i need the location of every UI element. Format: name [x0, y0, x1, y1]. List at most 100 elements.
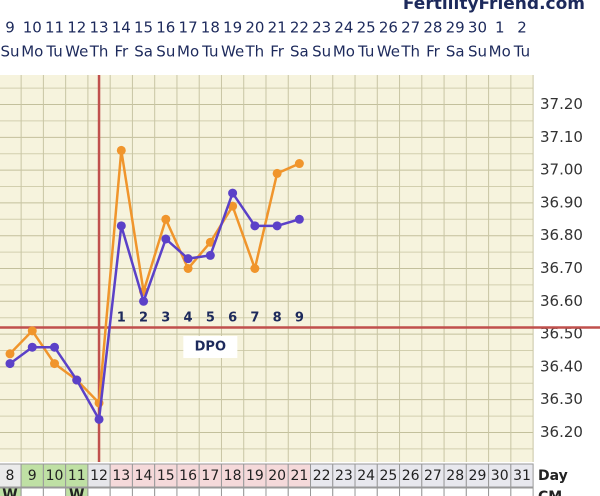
cm-cell [488, 487, 512, 496]
data-point [183, 264, 193, 273]
date-label: 22 [290, 19, 309, 37]
cycle-day: 15 [157, 468, 175, 484]
weekday-label: Sa [134, 43, 153, 61]
cm-cell [220, 487, 245, 496]
cm-cell [131, 487, 156, 496]
data-point [116, 221, 126, 231]
date-label: 30 [468, 19, 487, 37]
y-tick-label: 36.70 [540, 259, 583, 277]
data-point [116, 145, 126, 155]
date-label: 1 [495, 19, 505, 37]
dpo-day: 7 [250, 311, 259, 326]
weekday-label: Tu [357, 43, 374, 61]
data-point [228, 188, 238, 198]
dpo-day: 2 [139, 311, 148, 326]
dpo-day: 3 [161, 311, 170, 326]
date-label: 17 [179, 19, 198, 37]
cm-cell [243, 487, 267, 496]
weekday-label: Su [156, 43, 175, 61]
dpo-day: 1 [117, 311, 126, 326]
cm-cell [198, 487, 222, 496]
weekday-label: Tu [45, 43, 62, 61]
date-label: 10 [23, 19, 42, 37]
cm-label: CM [538, 489, 562, 496]
data-point [27, 342, 37, 352]
cycle-day: 20 [268, 468, 286, 484]
data-point [228, 201, 238, 211]
date-label: 21 [268, 19, 287, 37]
y-tick-label: 36.90 [540, 193, 583, 211]
weekday-label: Th [400, 43, 420, 61]
date-label: 28 [423, 19, 442, 37]
data-point [250, 221, 260, 231]
y-tick-label: 36.40 [540, 357, 583, 375]
cycle-day: 18 [224, 468, 242, 484]
cycle-day: 31 [513, 468, 531, 484]
date-label: 13 [89, 19, 108, 37]
dpo-day: 9 [295, 311, 304, 326]
date-label: 26 [379, 19, 398, 37]
weekday-label: Fr [270, 43, 285, 61]
cm-cell [465, 487, 490, 496]
y-tick-label: 36.50 [540, 325, 583, 343]
date-label: 23 [312, 19, 331, 37]
data-point [294, 159, 304, 169]
data-point [5, 349, 15, 359]
data-point [205, 250, 215, 260]
data-point [272, 168, 282, 178]
cm-cell [354, 487, 378, 496]
data-point [250, 264, 260, 273]
date-label: 16 [156, 19, 175, 37]
date-label: 9 [5, 19, 15, 37]
data-point [272, 221, 282, 231]
date-label: 18 [201, 19, 220, 37]
data-point [72, 375, 82, 385]
cycle-day: 27 [424, 468, 442, 484]
weekday-label: Tu [513, 43, 530, 61]
date-label: 24 [334, 19, 353, 37]
y-tick-label: 37.00 [540, 161, 583, 179]
y-tick-label: 36.20 [540, 423, 583, 441]
weekday-label: Mo [333, 43, 355, 61]
cm-cell [176, 487, 200, 496]
cm-cell [310, 487, 334, 496]
y-tick-label: 37.20 [540, 95, 583, 113]
data-point [50, 359, 60, 369]
date-label: 25 [357, 19, 376, 37]
series-line [9, 150, 300, 406]
weekday-label: Su [0, 43, 19, 61]
weekday-label: We [221, 43, 244, 61]
dpo-day: 4 [184, 311, 193, 326]
weekday-label: We [65, 43, 88, 61]
y-tick-label: 37.10 [540, 128, 583, 146]
dpo-day: 5 [206, 311, 215, 326]
weekday-label: Mo [21, 43, 43, 61]
cycle-day: 26 [402, 468, 420, 484]
cycle-day: 9 [28, 468, 37, 484]
cm-cell [332, 487, 356, 496]
date-label: 27 [401, 19, 420, 37]
cycle-day: 12 [90, 468, 108, 484]
cm-cell [109, 487, 133, 496]
cycle-day: 22 [313, 468, 331, 484]
data-point [161, 214, 171, 224]
dpo-day: 8 [273, 311, 282, 326]
data-point [183, 254, 193, 264]
weekday-label: We [377, 43, 400, 61]
date-label: 11 [45, 19, 64, 37]
site-name[interactable]: FertilityFriend.com [403, 0, 585, 14]
cm-cell [87, 487, 111, 496]
cycle-day: 17 [201, 468, 219, 484]
cm-cell [421, 487, 445, 496]
cm-cell [265, 487, 289, 496]
weekday-label: Mo [489, 43, 511, 61]
cm-value: W [69, 487, 84, 496]
weekday-label: Su [312, 43, 331, 61]
dpo-label-bg [183, 336, 238, 358]
date-label: 15 [134, 19, 153, 37]
date-label: 19 [223, 19, 242, 37]
data-point [50, 342, 60, 352]
data-point [205, 237, 215, 247]
